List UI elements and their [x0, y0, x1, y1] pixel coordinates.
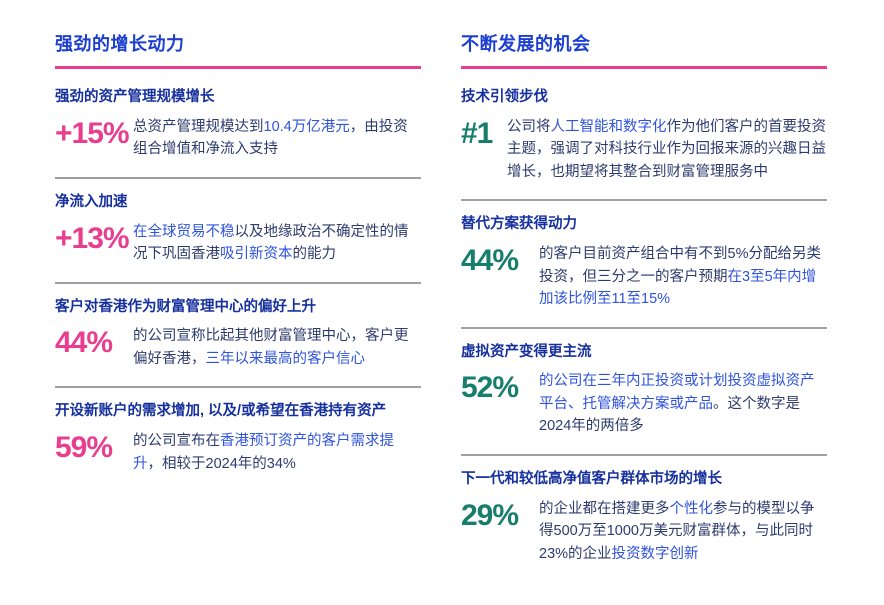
stat-description: 的企业都在搭建更多个性化参与的模型以争得500万至1000万美元财富群体，与此同… — [539, 498, 827, 565]
text-segment: 在3至5年内增加该比例至11至15% — [539, 268, 817, 308]
text-segment: 吸引新资本 — [220, 246, 293, 263]
column-evolving-opportunities: 不断发展的机会 技术引领步伐 #1 公司将人工智能和数字化作为他们客户的首要投资… — [461, 30, 827, 605]
title-underline — [461, 66, 827, 69]
text-segment: 的公司在三年内正投资或计划投资虚拟资产平台、托管解决方案或产品 — [539, 373, 815, 412]
column-growth-momentum: 强劲的增长动力 强劲的资产管理规模增长 +15% 总资产管理规模达到10.4万亿… — [55, 30, 421, 605]
stat-description: 的公司在三年内正投资或计划投资虚拟资产平台、托管解决方案或产品。这个数字是202… — [539, 370, 827, 437]
item-heading: 虚拟资产变得更主流 — [461, 343, 592, 360]
stat-row: 59% 的公司宣布在香港预订资产的客户需求提升，相较于2024年的34% — [55, 430, 421, 475]
text-segment: 的能力 — [292, 246, 337, 263]
stat-item-alternatives: 替代方案获得动力 44% 的客户目前资产组合中有不到5%分配给另类投资，但三分之… — [461, 215, 827, 310]
stat-value: 52% — [461, 371, 519, 405]
text-segment: 的客户目前资产组合中有不到5%分配给另类投资，但三分之一的客户预期 — [539, 246, 821, 285]
stat-value: 44% — [461, 244, 519, 278]
stat-item-aum-growth: 强劲的资产管理规模增长 +15% 总资产管理规模达到10.4万亿港元，由投资组合… — [55, 88, 421, 161]
text-segment: 10.4万亿港元 — [263, 118, 350, 135]
column-title: 不断发展的机会 — [461, 34, 591, 54]
text-segment: 的企业都在搭建更多 — [539, 500, 670, 517]
stat-value: +13% — [55, 221, 130, 255]
stat-value: #1 — [461, 116, 493, 150]
text-segment: ，相较于2024年的34% — [147, 455, 296, 472]
text-segment: 。这个数字是2024年的两倍多 — [539, 395, 800, 435]
item-heading: 技术引领步伐 — [461, 89, 548, 105]
text-segment: 公司将 — [507, 118, 551, 135]
stat-item-hk-preference: 客户对香港作为财富管理中心的偏好上升 44% 的公司宣称比起其他财富管理中心，客… — [55, 298, 421, 371]
item-heading: 客户对香港作为财富管理中心的偏好上升 — [55, 298, 316, 315]
item-heading: 强劲的资产管理规模增长 — [55, 89, 215, 105]
text-segment: 人工智能和数字化 — [550, 118, 667, 135]
text-segment: 的公司宣称比起其他财富管理中心，客户更偏好香港， — [133, 328, 409, 367]
stat-row: 44% 的公司宣称比起其他财富管理中心，客户更偏好香港，三年以来最高的客户信心 — [55, 325, 421, 370]
stat-description: 公司将人工智能和数字化作为他们客户的首要投资主题，强调了对科技行业作为回报来源的… — [507, 116, 827, 183]
text-segment: 总资产管理规模达到 — [133, 118, 264, 135]
stat-item-technology: 技术引领步伐 #1 公司将人工智能和数字化作为他们客户的首要投资主题，强调了对科… — [461, 88, 827, 183]
item-heading: 替代方案获得动力 — [461, 216, 577, 233]
text-segment: 个性化 — [669, 500, 714, 517]
stat-row: #1 公司将人工智能和数字化作为他们客户的首要投资主题，强调了对科技行业作为回报… — [461, 116, 827, 183]
text-segment: 投资数字创新 — [611, 545, 699, 562]
stat-description: 的公司宣称比起其他财富管理中心，客户更偏好香港，三年以来最高的客户信心 — [133, 325, 421, 370]
section-divider — [55, 281, 421, 284]
stat-item-net-inflows: 净流入加速 +13% 在全球贸易不稳以及地缘政治不确定性的情况下巩固香港吸引新资… — [55, 193, 421, 266]
section-divider — [55, 176, 421, 179]
stat-item-new-accounts: 开设新账户的需求增加, 以及/或希望在香港持有资产 59% 的公司宣布在香港预订… — [55, 402, 421, 475]
text-segment: 以及地缘政治不确定性的情况下巩固香港 — [133, 223, 409, 263]
stat-row: +15% 总资产管理规模达到10.4万亿港元，由投资组合增值和净流入支持 — [55, 116, 421, 161]
stat-description: 的客户目前资产组合中有不到5%分配给另类投资，但三分之一的客户预期在3至5年内增… — [539, 243, 827, 310]
text-segment: 三年以来最高的客户信心 — [205, 350, 366, 367]
text-segment: 在全球贸易不稳 — [133, 223, 235, 240]
stat-row: 44% 的客户目前资产组合中有不到5%分配给另类投资，但三分之一的客户预期在3至… — [461, 243, 827, 310]
stat-value: 59% — [55, 431, 113, 465]
text-segment: ，由投资组合增值和净流入支持 — [133, 118, 408, 158]
section-divider — [461, 199, 827, 202]
stat-item-virtual-assets: 虚拟资产变得更主流 52% 的公司在三年内正投资或计划投资虚拟资产平台、托管解决… — [461, 343, 827, 438]
column-title: 强劲的增长动力 — [55, 34, 185, 54]
text-segment: 参与的模型以争得500万至1000万美元财富群体，与此同时23%的企业 — [539, 500, 815, 562]
stat-row: 52% 的公司在三年内正投资或计划投资虚拟资产平台、托管解决方案或产品。这个数字… — [461, 370, 827, 437]
stat-row: 29% 的企业都在搭建更多个性化参与的模型以争得500万至1000万美元财富群体… — [461, 498, 827, 565]
stat-description: 在全球贸易不稳以及地缘政治不确定性的情况下巩固香港吸引新资本的能力 — [133, 221, 421, 266]
item-heading: 开设新账户的需求增加, 以及/或希望在香港持有资产 — [55, 403, 387, 420]
stat-value: +15% — [55, 116, 130, 150]
text-segment: 作为他们客户的首要投资主题，强调了对科技行业作为回报来源的兴趣日益增长，也期望将… — [507, 118, 826, 180]
section-divider — [461, 453, 827, 456]
stat-item-next-gen: 下一代和较低高净值客户群体市场的增长 29% 的企业都在搭建更多个性化参与的模型… — [461, 470, 827, 565]
item-heading: 下一代和较低高净值客户群体市场的增长 — [461, 470, 722, 487]
text-segment: 的公司宣布在 — [133, 433, 220, 450]
item-heading: 净流入加速 — [55, 193, 128, 210]
stat-description: 的公司宣布在香港预订资产的客户需求提升，相较于2024年的34% — [133, 430, 421, 475]
text-segment: 香港预订资产的客户需求提升 — [133, 433, 394, 472]
stat-description: 总资产管理规模达到10.4万亿港元，由投资组合增值和净流入支持 — [133, 116, 421, 161]
stat-value: 29% — [461, 498, 519, 532]
stat-value: 44% — [55, 326, 113, 360]
section-divider — [55, 386, 421, 389]
stat-row: +13% 在全球贸易不稳以及地缘政治不确定性的情况下巩固香港吸引新资本的能力 — [55, 221, 421, 266]
title-underline — [55, 66, 421, 69]
section-divider — [461, 326, 827, 329]
